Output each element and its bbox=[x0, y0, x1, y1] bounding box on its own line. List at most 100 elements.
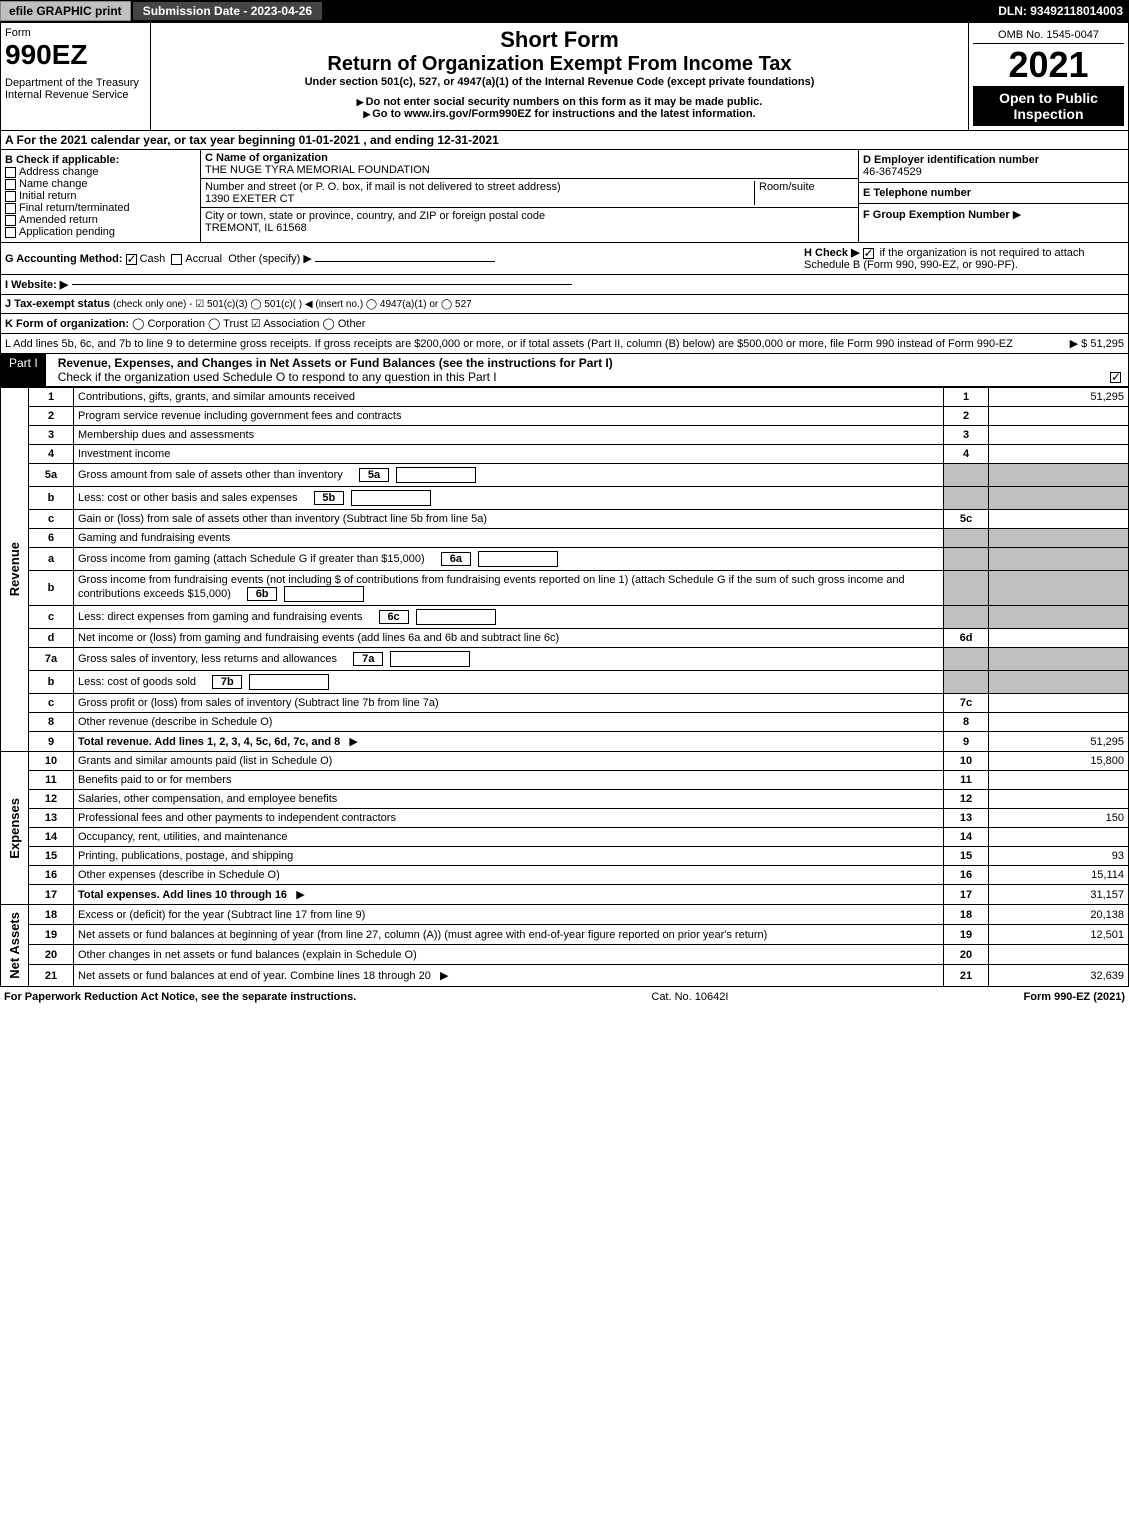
footer-right: Form 990-EZ (2021) bbox=[1024, 991, 1125, 1003]
line-row: 14Occupancy, rent, utilities, and mainte… bbox=[1, 828, 1129, 847]
b-opt-pending[interactable]: Application pending bbox=[5, 226, 196, 238]
line-row: 21Net assets or fund balances at end of … bbox=[1, 965, 1129, 986]
f-arrow: ▶ bbox=[1013, 209, 1021, 221]
line-desc: Membership dues and assessments bbox=[74, 426, 944, 445]
line-ref: 18 bbox=[944, 905, 989, 925]
line-desc: Less: direct expenses from gaming and fu… bbox=[74, 606, 944, 629]
part1-table: Revenue1Contributions, gifts, grants, an… bbox=[0, 387, 1129, 987]
part1-schedule-o-checkbox[interactable] bbox=[1110, 372, 1121, 383]
line-row: 20Other changes in net assets or fund ba… bbox=[1, 945, 1129, 965]
line-row: bGross income from fundraising events (n… bbox=[1, 571, 1129, 606]
efile-print-button[interactable]: efile GRAPHIC print bbox=[0, 1, 131, 21]
line-ref: 21 bbox=[944, 965, 989, 986]
b-opt-final[interactable]: Final return/terminated bbox=[5, 202, 196, 214]
line-number: 8 bbox=[29, 713, 74, 732]
line-ref: 17 bbox=[944, 885, 989, 905]
h-checkbox[interactable] bbox=[863, 248, 874, 259]
row-l: L Add lines 5b, 6c, and 7b to line 9 to … bbox=[0, 334, 1129, 354]
line-desc: Gross income from gaming (attach Schedul… bbox=[74, 548, 944, 571]
line-row: 2Program service revenue including gover… bbox=[1, 407, 1129, 426]
b-opt-amended[interactable]: Amended return bbox=[5, 214, 196, 226]
line-row: Expenses10Grants and similar amounts pai… bbox=[1, 752, 1129, 771]
line-row: 5aGross amount from sale of assets other… bbox=[1, 464, 1129, 487]
line-ref: 1 bbox=[944, 388, 989, 407]
line-ref: 4 bbox=[944, 445, 989, 464]
line-value: 31,157 bbox=[989, 885, 1129, 905]
g-accrual-checkbox[interactable] bbox=[171, 254, 182, 265]
line-ref: 15 bbox=[944, 847, 989, 866]
line-ref: 11 bbox=[944, 771, 989, 790]
g-label: G Accounting Method: bbox=[5, 253, 123, 265]
part1-check-text: Check if the organization used Schedule … bbox=[58, 370, 497, 384]
line-value: 15,800 bbox=[989, 752, 1129, 771]
line-desc: Less: cost of goods sold 7b bbox=[74, 671, 944, 694]
b-opt-initial[interactable]: Initial return bbox=[5, 190, 196, 202]
line-value bbox=[989, 464, 1129, 487]
form-header: Form 990EZ Department of the Treasury In… bbox=[0, 22, 1129, 131]
line-number: 19 bbox=[29, 925, 74, 945]
line-row: 4Investment income4 bbox=[1, 445, 1129, 464]
line-number: 4 bbox=[29, 445, 74, 464]
line-number: 2 bbox=[29, 407, 74, 426]
line-ref: 6d bbox=[944, 629, 989, 648]
line-value bbox=[989, 426, 1129, 445]
line-number: 10 bbox=[29, 752, 74, 771]
line-number: 16 bbox=[29, 866, 74, 885]
line-row: 8Other revenue (describe in Schedule O)8 bbox=[1, 713, 1129, 732]
line-row: 6Gaming and fundraising events bbox=[1, 529, 1129, 548]
line-value bbox=[989, 629, 1129, 648]
l-value: ▶ $ 51,295 bbox=[1070, 337, 1124, 350]
line-desc: Gain or (loss) from sale of assets other… bbox=[74, 510, 944, 529]
line-desc: Less: cost or other basis and sales expe… bbox=[74, 487, 944, 510]
line-ref: 16 bbox=[944, 866, 989, 885]
row-i: I Website: ▶ bbox=[0, 275, 1129, 295]
j-label: J Tax-exempt status bbox=[5, 298, 110, 310]
line-value: 12,501 bbox=[989, 925, 1129, 945]
line-ref bbox=[944, 464, 989, 487]
line-number: b bbox=[29, 671, 74, 694]
tax-year: 2021 bbox=[973, 44, 1124, 86]
form-number: 990EZ bbox=[5, 39, 146, 71]
form-word: Form bbox=[5, 27, 146, 39]
title-return: Return of Organization Exempt From Incom… bbox=[155, 53, 964, 76]
line-value bbox=[989, 445, 1129, 464]
f-label: F Group Exemption Number bbox=[863, 209, 1010, 221]
top-bar: efile GRAPHIC print Submission Date - 20… bbox=[0, 0, 1129, 22]
line-value bbox=[989, 487, 1129, 510]
line-number: 12 bbox=[29, 790, 74, 809]
info-grid: B Check if applicable: Address change Na… bbox=[0, 150, 1129, 243]
section-label-net-assets: Net Assets bbox=[1, 905, 29, 987]
line-row: Revenue1Contributions, gifts, grants, an… bbox=[1, 388, 1129, 407]
b-label: B Check if applicable: bbox=[5, 154, 196, 166]
line-desc: Professional fees and other payments to … bbox=[74, 809, 944, 828]
b-opt-name[interactable]: Name change bbox=[5, 178, 196, 190]
dept-label: Department of the Treasury Internal Reve… bbox=[5, 77, 146, 101]
line-ref bbox=[944, 529, 989, 548]
line-value bbox=[989, 648, 1129, 671]
line-ref: 5c bbox=[944, 510, 989, 529]
line-number: 15 bbox=[29, 847, 74, 866]
line-desc: Other expenses (describe in Schedule O) bbox=[74, 866, 944, 885]
line-desc: Grants and similar amounts paid (list in… bbox=[74, 752, 944, 771]
line-number: 11 bbox=[29, 771, 74, 790]
line-value: 150 bbox=[989, 809, 1129, 828]
line-row: 17Total expenses. Add lines 10 through 1… bbox=[1, 885, 1129, 905]
line-desc: Total revenue. Add lines 1, 2, 3, 4, 5c,… bbox=[74, 732, 944, 752]
line-row: cGross profit or (loss) from sales of in… bbox=[1, 694, 1129, 713]
dln-label: DLN: 93492118014003 bbox=[998, 4, 1129, 18]
line-desc: Total expenses. Add lines 10 through 16 … bbox=[74, 885, 944, 905]
goto-link[interactable]: Go to www.irs.gov/Form990EZ for instruct… bbox=[155, 108, 964, 120]
line-number: c bbox=[29, 606, 74, 629]
line-ref: 9 bbox=[944, 732, 989, 752]
g-cash-checkbox[interactable] bbox=[126, 254, 137, 265]
line-row: aGross income from gaming (attach Schedu… bbox=[1, 548, 1129, 571]
line-desc: Occupancy, rent, utilities, and maintena… bbox=[74, 828, 944, 847]
line-number: 21 bbox=[29, 965, 74, 986]
line-ref: 13 bbox=[944, 809, 989, 828]
b-opt-address[interactable]: Address change bbox=[5, 166, 196, 178]
line-row: dNet income or (loss) from gaming and fu… bbox=[1, 629, 1129, 648]
line-desc: Gross sales of inventory, less returns a… bbox=[74, 648, 944, 671]
line-value: 93 bbox=[989, 847, 1129, 866]
l-text: L Add lines 5b, 6c, and 7b to line 9 to … bbox=[5, 338, 1070, 350]
line-value bbox=[989, 771, 1129, 790]
